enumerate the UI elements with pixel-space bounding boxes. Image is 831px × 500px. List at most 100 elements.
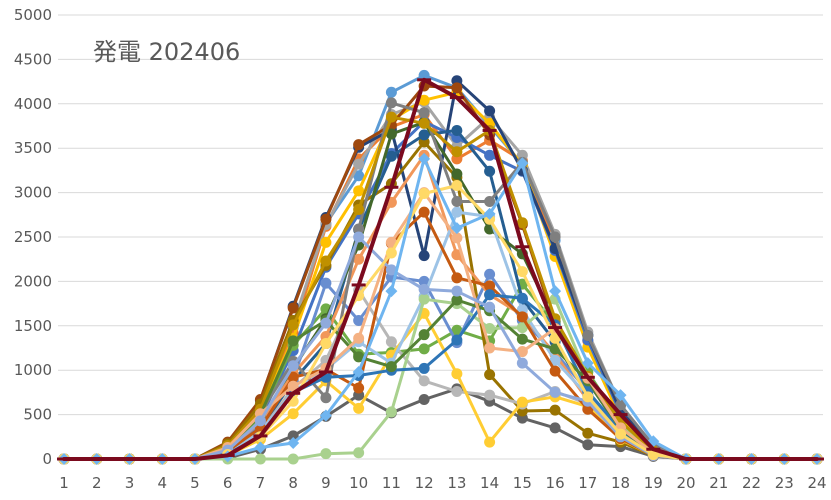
x-tick-label: 22 bbox=[742, 474, 761, 492]
data-point bbox=[353, 314, 365, 326]
data-point bbox=[418, 129, 430, 141]
data-point bbox=[353, 351, 365, 363]
x-tick-label: 17 bbox=[578, 474, 597, 492]
data-point bbox=[418, 250, 430, 262]
data-point bbox=[451, 206, 463, 218]
data-point bbox=[582, 403, 594, 415]
data-point bbox=[320, 255, 332, 267]
data-point bbox=[484, 149, 496, 161]
data-point bbox=[484, 289, 496, 301]
data-point bbox=[484, 268, 496, 280]
data-point bbox=[484, 322, 496, 334]
data-point bbox=[484, 165, 496, 177]
y-tick-label: 4500 bbox=[14, 50, 52, 68]
x-tick-label: 21 bbox=[709, 474, 728, 492]
data-point bbox=[451, 285, 463, 297]
data-point bbox=[418, 107, 430, 119]
data-point bbox=[451, 179, 463, 191]
data-point bbox=[385, 406, 397, 418]
data-point bbox=[418, 187, 430, 199]
data-point bbox=[418, 362, 430, 374]
data-point bbox=[484, 389, 496, 401]
x-tick-label: 3 bbox=[125, 474, 135, 492]
y-tick-label: 0 bbox=[42, 450, 52, 468]
data-point bbox=[385, 97, 397, 109]
data-point bbox=[418, 343, 430, 355]
data-point bbox=[582, 330, 594, 342]
data-point bbox=[484, 436, 496, 448]
x-tick-label: 12 bbox=[415, 474, 434, 492]
y-tick-label: 500 bbox=[23, 406, 52, 424]
data-point bbox=[516, 396, 528, 408]
data-point bbox=[516, 157, 529, 170]
y-tick-label: 2500 bbox=[14, 228, 52, 246]
data-point bbox=[484, 280, 496, 292]
data-point bbox=[516, 217, 528, 229]
data-point bbox=[484, 301, 496, 313]
data-point bbox=[451, 368, 463, 380]
data-point bbox=[287, 360, 299, 372]
data-point bbox=[549, 404, 561, 416]
data-point bbox=[287, 430, 299, 442]
data-point bbox=[385, 247, 397, 259]
data-point bbox=[549, 365, 561, 377]
data-point bbox=[319, 409, 332, 422]
data-point bbox=[549, 231, 561, 243]
data-point bbox=[320, 213, 332, 225]
data-point bbox=[353, 253, 365, 265]
data-point bbox=[484, 195, 496, 207]
data-point bbox=[418, 375, 430, 387]
data-point bbox=[287, 335, 299, 347]
data-point bbox=[615, 399, 627, 411]
x-tick-label: 18 bbox=[611, 474, 630, 492]
data-point bbox=[320, 392, 332, 404]
series-group bbox=[57, 69, 824, 465]
x-tick-label: 8 bbox=[288, 474, 298, 492]
data-point bbox=[385, 150, 397, 162]
x-tick-label: 4 bbox=[157, 474, 167, 492]
x-tick-label: 13 bbox=[447, 474, 466, 492]
y-tick-label: 3000 bbox=[14, 184, 52, 202]
data-point bbox=[287, 453, 299, 465]
data-point bbox=[582, 427, 594, 439]
x-tick-label: 2 bbox=[92, 474, 102, 492]
data-point bbox=[549, 422, 561, 434]
x-tick-label: 6 bbox=[223, 474, 233, 492]
gridlines bbox=[58, 14, 823, 460]
y-tick-label: 1000 bbox=[14, 361, 52, 379]
data-point bbox=[451, 168, 463, 180]
data-point bbox=[516, 333, 528, 345]
data-point bbox=[385, 285, 398, 298]
data-point bbox=[615, 428, 627, 440]
x-tick-label: 20 bbox=[676, 474, 695, 492]
data-point bbox=[451, 124, 463, 136]
data-point bbox=[353, 203, 365, 215]
data-point bbox=[320, 317, 332, 329]
data-point bbox=[385, 336, 397, 348]
axis-labels: 0 500 1000 1500 2000 2500 3000 3500 4000 4500 5000… bbox=[14, 6, 827, 492]
data-point bbox=[451, 195, 463, 207]
x-tick-label: 14 bbox=[480, 474, 499, 492]
data-point bbox=[614, 389, 627, 402]
data-point bbox=[320, 338, 332, 350]
x-tick-label: 10 bbox=[349, 474, 368, 492]
data-point bbox=[451, 386, 463, 398]
chart-title: 発電 202406 bbox=[93, 38, 240, 66]
x-tick-label: 16 bbox=[546, 474, 565, 492]
series-28 bbox=[57, 77, 824, 461]
data-point bbox=[418, 117, 430, 129]
data-point bbox=[451, 294, 463, 306]
data-point bbox=[549, 332, 561, 344]
data-point bbox=[385, 128, 397, 140]
x-tick-label: 7 bbox=[256, 474, 266, 492]
data-point bbox=[353, 223, 365, 235]
data-point bbox=[287, 437, 300, 450]
data-point bbox=[450, 222, 463, 235]
x-tick-label: 5 bbox=[190, 474, 200, 492]
data-point bbox=[385, 111, 397, 123]
data-point bbox=[582, 439, 594, 451]
data-point bbox=[254, 441, 267, 454]
data-point bbox=[516, 292, 528, 304]
